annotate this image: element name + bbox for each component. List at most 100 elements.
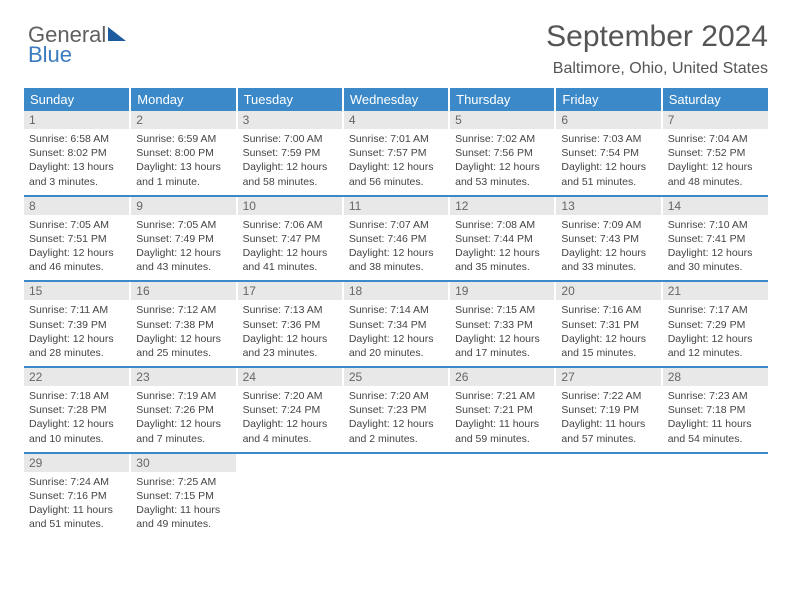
calendar-day-cell: 16Sunrise: 7:12 AMSunset: 7:38 PMDayligh…: [130, 281, 236, 367]
day-number: 22: [24, 368, 129, 386]
daylight-text: Daylight: 12 hours and 23 minutes.: [243, 332, 337, 360]
logo-part2: Blue: [28, 42, 72, 68]
logo-line2: Blue: [28, 42, 72, 68]
calendar-week-row: 15Sunrise: 7:11 AMSunset: 7:39 PMDayligh…: [24, 281, 768, 367]
sunset-text: Sunset: 8:00 PM: [136, 146, 230, 160]
daylight-text: Daylight: 12 hours and 4 minutes.: [243, 417, 337, 445]
calendar-day-cell: [237, 453, 343, 538]
day-content: Sunrise: 7:01 AMSunset: 7:57 PMDaylight:…: [344, 129, 448, 195]
sunset-text: Sunset: 7:52 PM: [668, 146, 763, 160]
sunrise-text: Sunrise: 7:05 AM: [136, 218, 230, 232]
sunrise-text: Sunrise: 7:20 AM: [349, 389, 443, 403]
day-content: Sunrise: 7:24 AMSunset: 7:16 PMDaylight:…: [24, 472, 129, 538]
sunset-text: Sunset: 7:41 PM: [668, 232, 763, 246]
calendar-day-cell: 17Sunrise: 7:13 AMSunset: 7:36 PMDayligh…: [237, 281, 343, 367]
daylight-text: Daylight: 12 hours and 58 minutes.: [243, 160, 337, 188]
calendar-day-cell: 6Sunrise: 7:03 AMSunset: 7:54 PMDaylight…: [555, 111, 661, 196]
daylight-text: Daylight: 12 hours and 56 minutes.: [349, 160, 443, 188]
sunrise-text: Sunrise: 7:18 AM: [29, 389, 124, 403]
daylight-text: Daylight: 12 hours and 25 minutes.: [136, 332, 230, 360]
sunrise-text: Sunrise: 7:25 AM: [136, 475, 230, 489]
sunset-text: Sunset: 7:46 PM: [349, 232, 443, 246]
calendar-day-cell: 28Sunrise: 7:23 AMSunset: 7:18 PMDayligh…: [662, 367, 768, 453]
day-content: Sunrise: 7:14 AMSunset: 7:34 PMDaylight:…: [344, 300, 448, 366]
day-number: 8: [24, 197, 129, 215]
calendar-day-cell: 21Sunrise: 7:17 AMSunset: 7:29 PMDayligh…: [662, 281, 768, 367]
sunset-text: Sunset: 7:51 PM: [29, 232, 124, 246]
sunset-text: Sunset: 8:02 PM: [29, 146, 124, 160]
sunset-text: Sunset: 7:56 PM: [455, 146, 549, 160]
sunset-text: Sunset: 7:15 PM: [136, 489, 230, 503]
sunrise-text: Sunrise: 7:22 AM: [561, 389, 655, 403]
calendar-day-cell: 23Sunrise: 7:19 AMSunset: 7:26 PMDayligh…: [130, 367, 236, 453]
sunset-text: Sunset: 7:16 PM: [29, 489, 124, 503]
sunset-text: Sunset: 7:26 PM: [136, 403, 230, 417]
sunrise-text: Sunrise: 7:04 AM: [668, 132, 763, 146]
sunrise-text: Sunrise: 7:15 AM: [455, 303, 549, 317]
day-content: Sunrise: 7:08 AMSunset: 7:44 PMDaylight:…: [450, 215, 554, 281]
calendar-week-row: 8Sunrise: 7:05 AMSunset: 7:51 PMDaylight…: [24, 196, 768, 282]
day-content: Sunrise: 7:21 AMSunset: 7:21 PMDaylight:…: [450, 386, 554, 452]
sunrise-text: Sunrise: 7:03 AM: [561, 132, 655, 146]
day-number: 12: [450, 197, 554, 215]
calendar-day-cell: 10Sunrise: 7:06 AMSunset: 7:47 PMDayligh…: [237, 196, 343, 282]
daylight-text: Daylight: 11 hours and 49 minutes.: [136, 503, 230, 531]
day-content: Sunrise: 7:05 AMSunset: 7:51 PMDaylight:…: [24, 215, 129, 281]
day-content: Sunrise: 7:02 AMSunset: 7:56 PMDaylight:…: [450, 129, 554, 195]
sunrise-text: Sunrise: 7:12 AM: [136, 303, 230, 317]
daylight-text: Daylight: 12 hours and 51 minutes.: [561, 160, 655, 188]
calendar-day-cell: 7Sunrise: 7:04 AMSunset: 7:52 PMDaylight…: [662, 111, 768, 196]
day-number: 17: [238, 282, 342, 300]
calendar-day-cell: 22Sunrise: 7:18 AMSunset: 7:28 PMDayligh…: [24, 367, 130, 453]
calendar-day-cell: 4Sunrise: 7:01 AMSunset: 7:57 PMDaylight…: [343, 111, 449, 196]
sunrise-text: Sunrise: 7:24 AM: [29, 475, 124, 489]
day-content: Sunrise: 7:03 AMSunset: 7:54 PMDaylight:…: [556, 129, 660, 195]
sunset-text: Sunset: 7:28 PM: [29, 403, 124, 417]
day-content: Sunrise: 7:10 AMSunset: 7:41 PMDaylight:…: [663, 215, 768, 281]
sunrise-text: Sunrise: 7:17 AM: [668, 303, 763, 317]
sunset-text: Sunset: 7:31 PM: [561, 318, 655, 332]
day-content: Sunrise: 7:07 AMSunset: 7:46 PMDaylight:…: [344, 215, 448, 281]
day-content: Sunrise: 7:15 AMSunset: 7:33 PMDaylight:…: [450, 300, 554, 366]
day-content: Sunrise: 7:17 AMSunset: 7:29 PMDaylight:…: [663, 300, 768, 366]
day-number: 14: [663, 197, 768, 215]
day-number: 7: [663, 111, 768, 129]
sunrise-text: Sunrise: 7:02 AM: [455, 132, 549, 146]
sunrise-text: Sunrise: 7:20 AM: [243, 389, 337, 403]
day-number: 10: [238, 197, 342, 215]
calendar-day-cell: 3Sunrise: 7:00 AMSunset: 7:59 PMDaylight…: [237, 111, 343, 196]
calendar-day-cell: 2Sunrise: 6:59 AMSunset: 8:00 PMDaylight…: [130, 111, 236, 196]
day-content: Sunrise: 7:09 AMSunset: 7:43 PMDaylight:…: [556, 215, 660, 281]
calendar-day-cell: 20Sunrise: 7:16 AMSunset: 7:31 PMDayligh…: [555, 281, 661, 367]
weekday-header: Friday: [555, 88, 661, 111]
day-number: 21: [663, 282, 768, 300]
day-content: Sunrise: 7:04 AMSunset: 7:52 PMDaylight:…: [663, 129, 768, 195]
day-number: 26: [450, 368, 554, 386]
sunset-text: Sunset: 7:21 PM: [455, 403, 549, 417]
sunrise-text: Sunrise: 7:16 AM: [561, 303, 655, 317]
day-number: 1: [24, 111, 129, 129]
calendar-day-cell: [449, 453, 555, 538]
daylight-text: Daylight: 12 hours and 7 minutes.: [136, 417, 230, 445]
sunrise-text: Sunrise: 6:59 AM: [136, 132, 230, 146]
day-content: Sunrise: 7:16 AMSunset: 7:31 PMDaylight:…: [556, 300, 660, 366]
calendar-day-cell: 1Sunrise: 6:58 AMSunset: 8:02 PMDaylight…: [24, 111, 130, 196]
sunrise-text: Sunrise: 7:21 AM: [455, 389, 549, 403]
daylight-text: Daylight: 12 hours and 43 minutes.: [136, 246, 230, 274]
sunset-text: Sunset: 7:33 PM: [455, 318, 549, 332]
day-number: 15: [24, 282, 129, 300]
day-content: Sunrise: 7:25 AMSunset: 7:15 PMDaylight:…: [131, 472, 235, 538]
day-content: Sunrise: 7:13 AMSunset: 7:36 PMDaylight:…: [238, 300, 342, 366]
page-title: September 2024: [24, 20, 768, 54]
day-content: Sunrise: 7:12 AMSunset: 7:38 PMDaylight:…: [131, 300, 235, 366]
calendar-day-cell: 14Sunrise: 7:10 AMSunset: 7:41 PMDayligh…: [662, 196, 768, 282]
day-content: Sunrise: 6:59 AMSunset: 8:00 PMDaylight:…: [131, 129, 235, 195]
daylight-text: Daylight: 11 hours and 57 minutes.: [561, 417, 655, 445]
weekday-header: Monday: [130, 88, 236, 111]
day-number: 20: [556, 282, 660, 300]
sunset-text: Sunset: 7:57 PM: [349, 146, 443, 160]
daylight-text: Daylight: 12 hours and 35 minutes.: [455, 246, 549, 274]
day-number: 29: [24, 454, 129, 472]
day-content: Sunrise: 7:22 AMSunset: 7:19 PMDaylight:…: [556, 386, 660, 452]
daylight-text: Daylight: 12 hours and 20 minutes.: [349, 332, 443, 360]
